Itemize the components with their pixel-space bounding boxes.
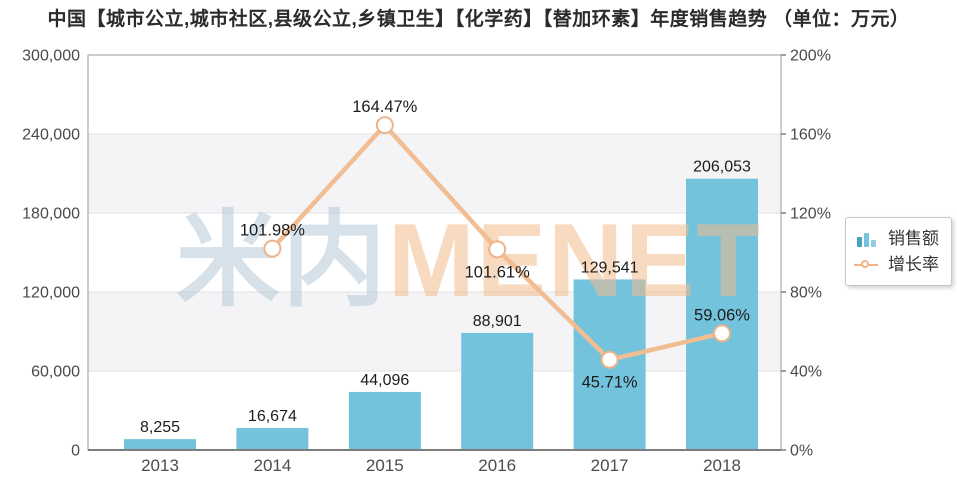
line-series-icon — [854, 257, 878, 273]
x-axis-tick-label: 2014 — [253, 456, 291, 475]
sales-value-label: 206,053 — [693, 159, 751, 176]
y-axis-left-tick-label: 300,000 — [22, 48, 80, 65]
growth-marker-2015 — [375, 116, 394, 135]
growth-value-label: 101.61% — [465, 263, 530, 281]
legend-item-growth[interactable]: 增长率 — [854, 256, 943, 273]
watermark: 米内MENET — [176, 203, 762, 319]
y-axis-left-tick-label: 120,000 — [22, 285, 80, 302]
y-axis-right-tick-label: 0% — [790, 443, 813, 460]
y-axis-left-tick-label: 0 — [71, 443, 80, 460]
growth-marker-2017 — [600, 350, 619, 369]
sales-value-label: 44,096 — [360, 372, 409, 389]
x-axis-tick-label: 2018 — [703, 456, 741, 475]
growth-marker-2018 — [713, 324, 731, 343]
sales-value-label: 88,901 — [473, 313, 522, 330]
y-axis-right-tick-label: 40% — [790, 364, 822, 381]
x-axis-tick-label: 2015 — [366, 456, 404, 475]
legend-label-growth: 增长率 — [888, 255, 939, 274]
y-axis-left-tick-label: 180,000 — [22, 206, 80, 223]
x-axis-tick-label: 2013 — [141, 456, 179, 475]
sales-value-label: 16,674 — [248, 408, 297, 425]
sales-bar-2018 — [686, 178, 758, 450]
sales-bar-2013 — [124, 439, 196, 450]
growth-marker-2014 — [263, 239, 282, 258]
y-axis-left-tick-label: 240,000 — [22, 127, 80, 144]
sales-value-label: 8,255 — [140, 419, 180, 436]
legend-label-sales: 销售额 — [888, 229, 939, 248]
sales-value-label: 129,541 — [581, 259, 639, 276]
y-axis-right-tick-label: 120% — [790, 206, 831, 223]
grid-band — [88, 134, 781, 213]
chart-title: 中国【城市公立,城市社区,县级公立,乡镇卫生】【化学药】【替加环素】年度销售趋势… — [47, 9, 910, 30]
grid-band — [88, 292, 781, 371]
x-axis-tick-label: 2016 — [478, 456, 516, 475]
y-axis-right-tick-label: 160% — [790, 127, 831, 144]
sales-bar-2016 — [461, 332, 534, 450]
y-axis-right-tick-label: 200% — [790, 48, 831, 65]
grid-band — [88, 371, 781, 450]
bar-series-icon — [854, 231, 878, 247]
sales-bar-2015 — [348, 391, 421, 450]
y-axis-left-tick-label: 60,000 — [31, 364, 80, 381]
legend-item-sales[interactable]: 销售额 — [854, 230, 943, 247]
growth-value-label: 164.47% — [352, 98, 417, 116]
growth-marker-2016 — [488, 240, 507, 259]
sales-bar-2014 — [236, 428, 309, 450]
x-axis-tick-label: 2017 — [591, 456, 629, 475]
y-axis-right-tick-label: 80% — [790, 285, 822, 302]
growth-value-label: 59.06% — [694, 306, 750, 324]
grid-band — [88, 213, 781, 292]
grid-band — [88, 55, 781, 134]
growth-value-label: 101.98% — [240, 222, 305, 240]
growth-value-label: 45.71% — [582, 374, 638, 392]
legend: 销售额 增长率 — [845, 217, 952, 286]
